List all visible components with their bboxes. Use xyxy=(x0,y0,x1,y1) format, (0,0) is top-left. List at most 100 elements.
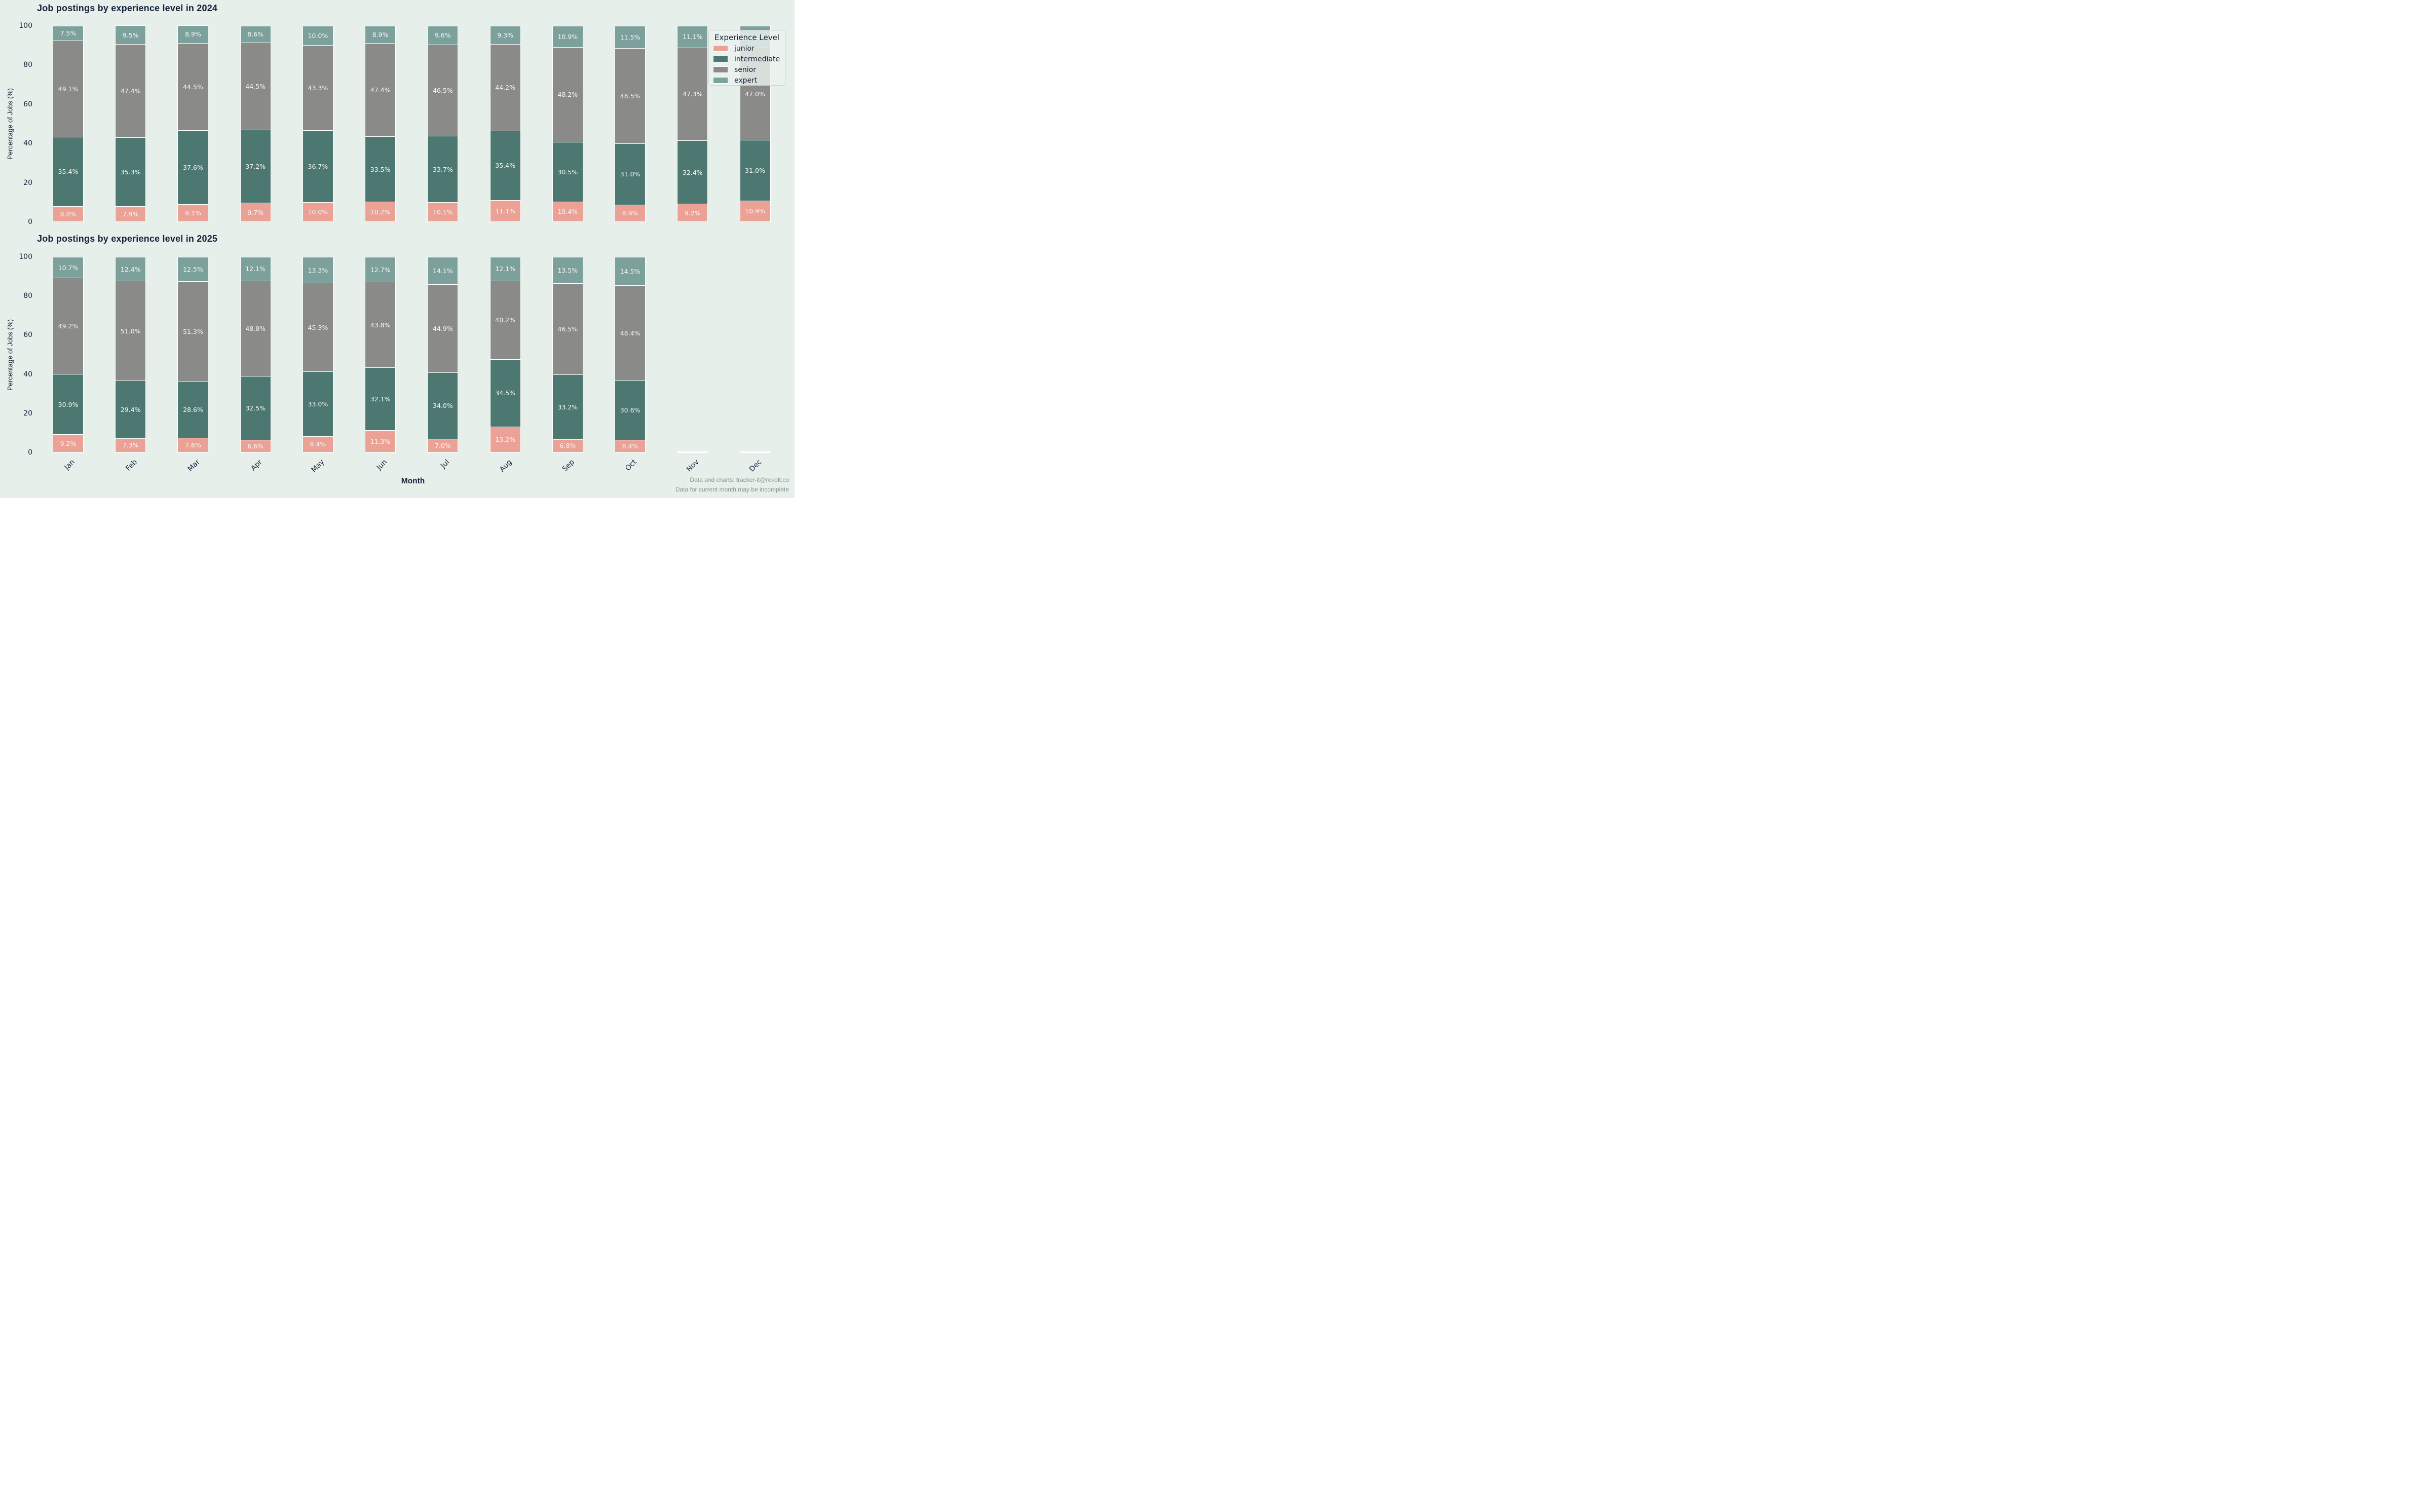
bar-segment-senior: 44.2% xyxy=(489,44,521,131)
bar-value-label: 51.3% xyxy=(183,328,203,336)
bar-value-label: 44.2% xyxy=(495,84,515,92)
bar-value-label: 32.5% xyxy=(245,404,266,412)
bar-value-label: 47.4% xyxy=(370,86,391,94)
x-tick-label-mar: Mar xyxy=(186,458,202,473)
x-tick-label-feb: Feb xyxy=(124,458,139,473)
stacked-bar-feb: 12.4% 51.0% 29.4% 7.3% xyxy=(115,256,146,452)
bar-segment-intermediate: 37.6% xyxy=(177,130,209,204)
bar-segment-expert: 10.0% xyxy=(302,25,333,46)
bar-value-label: 6.8% xyxy=(559,442,576,450)
bar-segment-junior: 6.4% xyxy=(615,440,646,452)
bar-value-label: 10.9% xyxy=(745,207,765,215)
bar-value-label: 47.0% xyxy=(745,90,765,98)
bar-segment-senior: 48.4% xyxy=(615,285,646,381)
bar-segment-senior: 49.2% xyxy=(53,278,84,374)
bar-segment-senior: 43.8% xyxy=(365,282,396,368)
bar-value-label: 8.9% xyxy=(372,30,389,39)
bar-segment-intermediate: 29.4% xyxy=(115,381,146,438)
x-tick-label-jul: Jul xyxy=(439,458,451,470)
bar-value-label: 10.0% xyxy=(308,208,328,216)
bar-value-label: 6.4% xyxy=(622,442,638,450)
bar-value-label: 8.9% xyxy=(185,30,201,39)
bar-segment-expert: 13.3% xyxy=(302,257,333,283)
bar-segment-expert: 7.5% xyxy=(53,25,84,41)
bar-value-label: 44.9% xyxy=(433,325,453,333)
bar-value-label: 32.1% xyxy=(370,395,391,403)
y-axis-label-2025: Percentage of Jobs (%) xyxy=(6,319,14,391)
bar-segment-senior: 47.4% xyxy=(115,44,146,137)
bar-value-label: 44.5% xyxy=(183,83,203,91)
bar-value-label: 11.1% xyxy=(495,207,515,215)
legend-item-label: senior xyxy=(734,65,756,74)
bar-segment-intermediate: 32.5% xyxy=(240,376,271,440)
bar-value-label: 33.7% xyxy=(433,165,453,173)
bar-value-label: 40.2% xyxy=(495,316,515,324)
bar-value-label: 9.3% xyxy=(497,31,513,39)
bar-segment-junior: 10.4% xyxy=(552,201,583,222)
x-axis-label: Month xyxy=(401,477,425,485)
stacked-bar-jun: 12.7% 43.8% 32.1% 11.3% xyxy=(365,257,396,452)
bar-segment-senior: 49.1% xyxy=(53,40,84,137)
junior-swatch-icon xyxy=(713,45,728,52)
bar-value-label: 13.2% xyxy=(495,436,515,443)
bar-value-label: 12.1% xyxy=(495,265,515,273)
y-axis-label-2024: Percentage of Jobs (%) xyxy=(6,88,14,160)
y-tick-label: 80 xyxy=(23,292,32,300)
bar-value-label: 12.4% xyxy=(120,265,141,273)
expert-swatch-icon xyxy=(713,77,728,84)
legend-item-senior: senior xyxy=(713,65,756,74)
bar-value-label: 34.5% xyxy=(495,389,515,397)
bar-segment-senior: 44.5% xyxy=(177,43,209,131)
bar-segment-junior: 13.2% xyxy=(489,427,521,452)
stacked-bar-feb: 9.5% 47.4% 35.3% 7.9% xyxy=(115,25,146,222)
bar-value-label: 9.2% xyxy=(60,439,77,447)
stacked-bar-aug: 9.3% 44.2% 35.4% 11.1% xyxy=(489,25,521,222)
y-tick-label: 60 xyxy=(23,100,32,108)
bar-segment-intermediate: 32.1% xyxy=(365,367,396,431)
bar-segment-junior: 6.6% xyxy=(240,439,271,452)
bar-value-label: 44.5% xyxy=(245,83,266,91)
bar-value-label: 11.1% xyxy=(682,33,703,41)
bar-value-label: 29.4% xyxy=(120,406,141,414)
bar-value-label: 7.5% xyxy=(60,29,77,37)
bar-value-label: 12.1% xyxy=(245,265,266,273)
bar-segment-junior: 10.1% xyxy=(427,202,459,222)
bar-segment-junior: 11.1% xyxy=(489,200,521,222)
bar-segment-intermediate: 36.7% xyxy=(302,130,333,203)
y-tick-label: 40 xyxy=(23,370,32,379)
x-tick-label-oct: Oct xyxy=(624,458,638,473)
bar-value-label: 11.5% xyxy=(620,33,641,42)
bar-segment-expert: 8.9% xyxy=(177,25,209,43)
bar-segment-intermediate: 34.5% xyxy=(489,359,521,427)
bar-segment-junior: 9.2% xyxy=(53,434,84,452)
bar-segment-junior: 7.6% xyxy=(177,437,209,452)
bar-value-label: 46.5% xyxy=(557,325,578,333)
bar-segment-junior: 7.0% xyxy=(427,438,459,452)
bar-segment-junior: 9.2% xyxy=(677,204,708,222)
bar-value-label: 35.4% xyxy=(495,162,515,170)
bar-segment-junior: 11.3% xyxy=(365,430,396,452)
bar-value-label: 7.9% xyxy=(122,210,139,218)
bar-value-label: 33.5% xyxy=(370,165,391,173)
bar-value-label: 30.6% xyxy=(620,406,641,414)
legend-item-expert: expert xyxy=(713,77,757,85)
bar-segment-expert: 11.1% xyxy=(677,25,708,48)
bar-value-label: 8.4% xyxy=(310,440,326,448)
x-tick-label-apr: Apr xyxy=(249,458,264,473)
bar-segment-intermediate: 35.3% xyxy=(115,137,146,207)
legend-item-intermediate: intermediate xyxy=(713,55,780,63)
stacked-bar-jul: 14.1% 44.9% 34.0% 7.0% xyxy=(427,257,459,452)
bar-value-label: 7.0% xyxy=(434,441,451,449)
bar-segment-expert: 13.5% xyxy=(552,257,583,284)
bar-value-label: 31.0% xyxy=(745,166,765,174)
bar-segment-junior: 6.8% xyxy=(552,439,583,452)
footer-line-2: Data for current month may be incomplete xyxy=(675,486,789,493)
bar-value-label: 30.9% xyxy=(58,400,79,408)
bar-value-label: 9.2% xyxy=(684,209,701,217)
stacked-bar-jul: 9.6% 46.5% 33.7% 10.1% xyxy=(427,25,459,222)
bar-segment-expert: 8.6% xyxy=(240,25,271,43)
bar-segment-intermediate: 33.2% xyxy=(552,374,583,439)
bar-value-label: 7.6% xyxy=(185,441,201,449)
bar-segment-junior: 10.0% xyxy=(302,202,333,222)
bar-segment-intermediate: 34.0% xyxy=(427,372,459,439)
